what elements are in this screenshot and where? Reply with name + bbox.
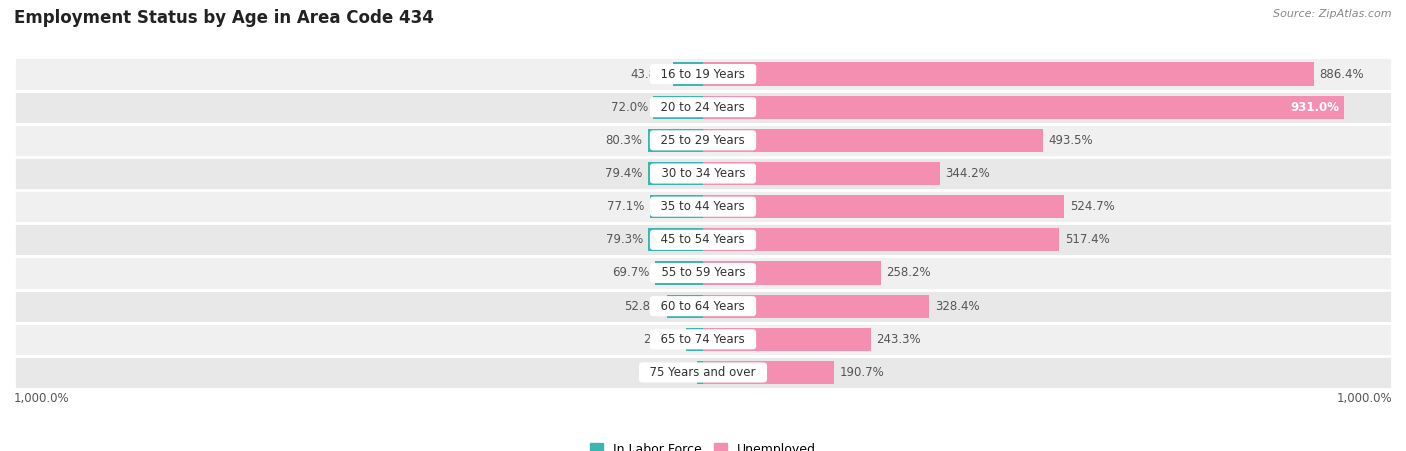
Bar (14, 257, 1392, 290)
Text: 328.4%: 328.4% (935, 299, 980, 313)
Bar (686, 328, 703, 351)
Bar (703, 228, 1060, 252)
Bar (14, 323, 1392, 356)
Bar (654, 96, 703, 119)
Text: 1,000.0%: 1,000.0% (1336, 392, 1392, 405)
Bar (14, 190, 1392, 223)
Bar (703, 328, 870, 351)
Bar (703, 361, 834, 384)
Bar (650, 195, 703, 218)
Text: 517.4%: 517.4% (1064, 233, 1109, 246)
Bar (703, 62, 1313, 86)
Text: 9.3%: 9.3% (661, 366, 692, 379)
Text: 931.0%: 931.0% (1289, 101, 1339, 114)
Bar (703, 295, 929, 318)
Bar (14, 356, 1392, 389)
Text: 45 to 54 Years: 45 to 54 Years (654, 233, 752, 246)
Bar (648, 129, 703, 152)
Bar (703, 129, 1043, 152)
Bar (696, 361, 703, 384)
Text: 16 to 19 Years: 16 to 19 Years (654, 68, 752, 81)
Text: 25.2%: 25.2% (643, 333, 681, 346)
Text: 69.7%: 69.7% (612, 267, 650, 280)
Bar (14, 57, 1392, 91)
Bar (655, 262, 703, 285)
Text: 77.1%: 77.1% (607, 200, 644, 213)
Text: 30 to 34 Years: 30 to 34 Years (654, 167, 752, 180)
Bar (666, 295, 703, 318)
Text: 55 to 59 Years: 55 to 59 Years (654, 267, 752, 280)
Bar (703, 162, 941, 185)
Text: 243.3%: 243.3% (876, 333, 921, 346)
Text: 258.2%: 258.2% (886, 267, 931, 280)
Bar (703, 195, 1064, 218)
Text: 80.3%: 80.3% (605, 134, 643, 147)
Text: 886.4%: 886.4% (1319, 68, 1364, 81)
Text: 20 to 24 Years: 20 to 24 Years (654, 101, 752, 114)
Bar (673, 62, 703, 86)
Text: 60 to 64 Years: 60 to 64 Years (654, 299, 752, 313)
Text: 35 to 44 Years: 35 to 44 Years (654, 200, 752, 213)
Bar (648, 162, 703, 185)
Bar (14, 290, 1392, 323)
Text: 65 to 74 Years: 65 to 74 Years (654, 333, 752, 346)
Bar (703, 96, 1344, 119)
Text: 25 to 29 Years: 25 to 29 Years (654, 134, 752, 147)
Bar (14, 91, 1392, 124)
Text: 344.2%: 344.2% (946, 167, 990, 180)
Text: 72.0%: 72.0% (610, 101, 648, 114)
Bar (648, 228, 703, 252)
Text: 524.7%: 524.7% (1070, 200, 1115, 213)
Bar (14, 157, 1392, 190)
Text: 43.8%: 43.8% (630, 68, 668, 81)
Text: 1,000.0%: 1,000.0% (14, 392, 70, 405)
Text: 493.5%: 493.5% (1049, 134, 1092, 147)
Text: 52.8%: 52.8% (624, 299, 661, 313)
Text: 79.3%: 79.3% (606, 233, 643, 246)
Bar (703, 262, 882, 285)
Text: 190.7%: 190.7% (839, 366, 884, 379)
Legend: In Labor Force, Unemployed: In Labor Force, Unemployed (585, 437, 821, 451)
Text: 79.4%: 79.4% (606, 167, 643, 180)
Bar (14, 223, 1392, 257)
Text: Employment Status by Age in Area Code 434: Employment Status by Age in Area Code 43… (14, 9, 434, 27)
Text: 75 Years and over: 75 Years and over (643, 366, 763, 379)
Text: Source: ZipAtlas.com: Source: ZipAtlas.com (1274, 9, 1392, 19)
Bar (14, 124, 1392, 157)
